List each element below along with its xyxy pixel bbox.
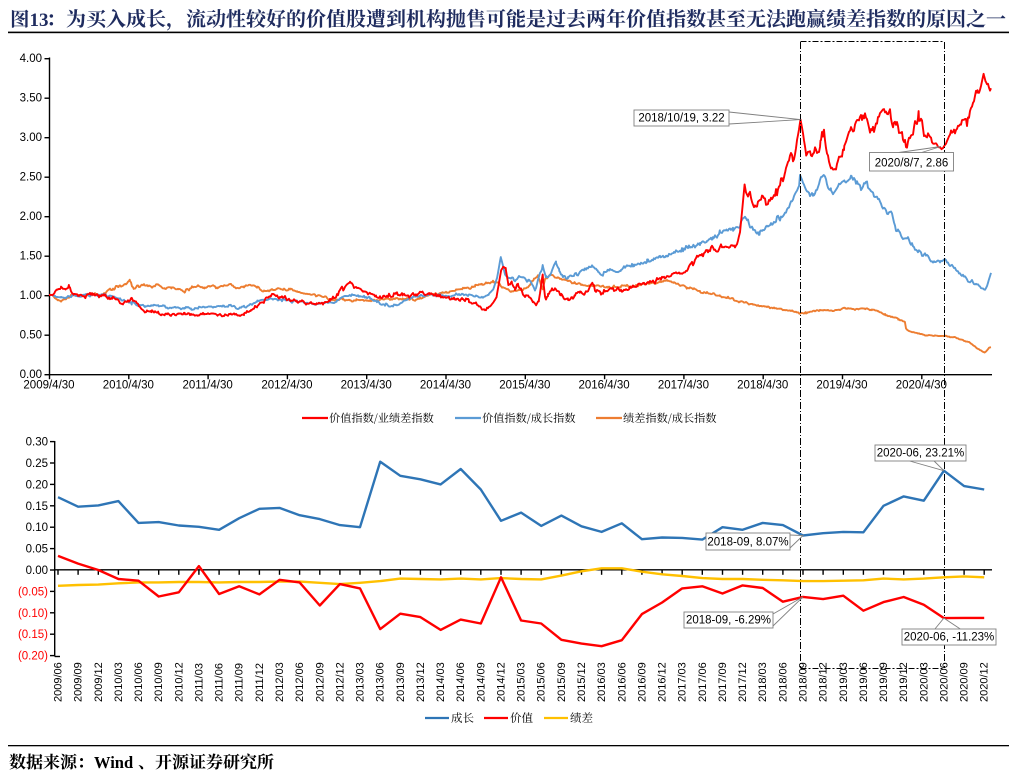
svg-text:2012/12: 2012/12	[334, 662, 346, 702]
svg-text:2012/4/30: 2012/4/30	[261, 380, 312, 392]
svg-text:2020/4/30: 2020/4/30	[896, 380, 947, 392]
svg-text:2013/03: 2013/03	[355, 662, 367, 702]
svg-text:2014/09: 2014/09	[475, 662, 487, 702]
svg-text:2011/09: 2011/09	[234, 663, 246, 702]
svg-text:2017/4/30: 2017/4/30	[658, 380, 709, 392]
svg-text:2019/06: 2019/06	[858, 662, 870, 702]
svg-text:1.00: 1.00	[20, 290, 42, 302]
svg-text:2013/12: 2013/12	[415, 662, 427, 702]
svg-text:(0.15): (0.15)	[18, 629, 48, 641]
svg-text:0.30: 0.30	[26, 437, 48, 449]
svg-text:2011/4/30: 2011/4/30	[182, 380, 232, 392]
svg-text:0.20: 0.20	[26, 479, 48, 491]
svg-text:2015/12: 2015/12	[576, 662, 588, 702]
svg-text:2019/4/30: 2019/4/30	[816, 380, 867, 392]
svg-text:0.05: 0.05	[26, 544, 48, 556]
svg-text:2018/4/30: 2018/4/30	[737, 380, 788, 392]
svg-text:2014/06: 2014/06	[455, 662, 467, 702]
svg-text:2016/12: 2016/12	[657, 662, 669, 702]
svg-text:2011/12: 2011/12	[254, 663, 266, 702]
svg-text:0.25: 0.25	[26, 458, 48, 470]
svg-text:0.50: 0.50	[20, 330, 42, 342]
svg-text:2012/03: 2012/03	[274, 662, 286, 702]
svg-text:0.00: 0.00	[20, 369, 42, 381]
svg-text:2020-06, 23.21%: 2020-06, 23.21%	[877, 448, 965, 460]
svg-text:2016/09: 2016/09	[636, 662, 648, 702]
svg-text:2016/03: 2016/03	[596, 662, 608, 702]
svg-text:13: 13	[30, 10, 49, 31]
svg-text:2017/06: 2017/06	[697, 662, 709, 702]
svg-text:2013/06: 2013/06	[375, 662, 387, 702]
svg-text:2011/03: 2011/03	[193, 663, 205, 702]
svg-text:2020/03: 2020/03	[918, 662, 930, 702]
svg-text:2016/06: 2016/06	[616, 662, 628, 702]
svg-text:2015/4/30: 2015/4/30	[499, 380, 550, 392]
svg-text:3.00: 3.00	[20, 132, 42, 144]
svg-text:2012/09: 2012/09	[314, 662, 326, 702]
svg-text:2018/03: 2018/03	[757, 662, 769, 702]
svg-text:2020/8/7, 2.86: 2020/8/7, 2.86	[875, 158, 949, 170]
svg-text:(0.20): (0.20)	[18, 651, 48, 663]
svg-text:2017/12: 2017/12	[737, 662, 749, 702]
svg-text:2009/12: 2009/12	[93, 662, 105, 702]
svg-text:2013/4/30: 2013/4/30	[341, 380, 392, 392]
svg-text:2011/06: 2011/06	[214, 663, 226, 702]
svg-text:2019/03: 2019/03	[838, 662, 850, 702]
svg-text:2018/12: 2018/12	[818, 662, 830, 702]
svg-text:2010/06: 2010/06	[133, 662, 145, 702]
svg-text:2020/09: 2020/09	[959, 662, 971, 702]
svg-text:0.10: 0.10	[26, 522, 48, 534]
svg-text:(0.05): (0.05)	[18, 586, 48, 598]
svg-text:1.50: 1.50	[20, 251, 42, 263]
svg-text:2015/09: 2015/09	[556, 662, 568, 702]
svg-text:2010/12: 2010/12	[173, 662, 185, 702]
svg-text:2013/09: 2013/09	[395, 662, 407, 702]
svg-text:2009/06: 2009/06	[53, 662, 65, 702]
svg-text:2.00: 2.00	[20, 211, 42, 223]
svg-text:2018/09: 2018/09	[798, 662, 810, 702]
svg-text:2020-06, -11.23%: 2020-06, -11.23%	[904, 632, 995, 644]
svg-text:2018/10/19, 3.22: 2018/10/19, 3.22	[638, 113, 724, 125]
svg-text:2009/4/30: 2009/4/30	[23, 380, 74, 392]
svg-text:2010/09: 2010/09	[153, 662, 165, 702]
svg-text:2018-09, -6.29%: 2018-09, -6.29%	[686, 615, 771, 627]
svg-text:2012/06: 2012/06	[294, 662, 306, 702]
svg-text:2014/12: 2014/12	[496, 662, 508, 702]
svg-text:2016/4/30: 2016/4/30	[579, 380, 630, 392]
svg-text:2010/4/30: 2010/4/30	[103, 380, 154, 392]
svg-text:2017/09: 2017/09	[717, 662, 729, 702]
svg-text:3.50: 3.50	[20, 93, 42, 105]
svg-text:2020/12: 2020/12	[979, 662, 991, 702]
svg-text:2010/03: 2010/03	[113, 662, 125, 702]
svg-text:4.00: 4.00	[20, 53, 42, 65]
svg-text:0.00: 0.00	[26, 565, 48, 577]
svg-text:2020/06: 2020/06	[938, 662, 950, 702]
svg-text:0.15: 0.15	[26, 501, 48, 513]
svg-text:2019/12: 2019/12	[898, 662, 910, 702]
svg-text:(0.10): (0.10)	[18, 608, 48, 620]
svg-text:2019/09: 2019/09	[878, 662, 890, 702]
svg-text:2018-09, 8.07%: 2018-09, 8.07%	[707, 537, 788, 549]
svg-text:2.50: 2.50	[20, 172, 42, 184]
svg-text:2014/03: 2014/03	[435, 662, 447, 702]
svg-text:2015/03: 2015/03	[516, 662, 528, 702]
svg-text:Wind: Wind	[94, 753, 133, 772]
svg-text:2014/4/30: 2014/4/30	[420, 380, 471, 392]
svg-text:2017/03: 2017/03	[677, 662, 689, 702]
svg-text:2018/06: 2018/06	[777, 662, 789, 702]
svg-text:2009/09: 2009/09	[73, 662, 85, 702]
svg-text:2015/06: 2015/06	[536, 662, 548, 702]
